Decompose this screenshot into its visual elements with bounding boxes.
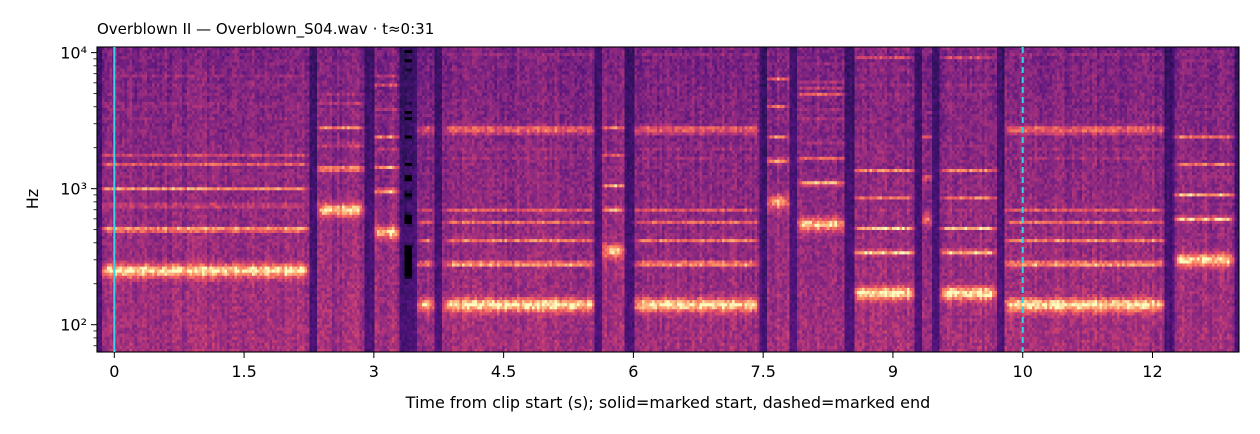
plot-frame bbox=[96, 46, 1240, 353]
x-tick-label: 0 bbox=[109, 362, 119, 381]
x-tick-label: 4.5 bbox=[491, 362, 516, 381]
y-axis-label: Hz bbox=[23, 189, 42, 209]
y-tick-label: 10² bbox=[60, 316, 87, 335]
axes: 0 1.5 3 4.5 6 7.5 9 10 12 10² 10³ 10⁴ bbox=[60, 44, 1240, 381]
x-tick-label: 12 bbox=[1142, 362, 1162, 381]
y-tick-label: 10⁴ bbox=[60, 44, 87, 63]
x-axis-label: Time from clip start (s); solid=marked s… bbox=[405, 393, 931, 412]
x-tick-label: 7.5 bbox=[750, 362, 775, 381]
x-tick-label: 6 bbox=[628, 362, 638, 381]
x-tick-label: 10 bbox=[1013, 362, 1033, 381]
x-tick-label: 3 bbox=[369, 362, 379, 381]
chart-title: Overblown II — Overblown_S04.wav · t≈0:3… bbox=[97, 20, 434, 39]
y-tick-label: 10³ bbox=[60, 180, 87, 199]
spectrogram-plot-area bbox=[97, 47, 1239, 352]
x-tick-label: 9 bbox=[888, 362, 898, 381]
x-tick-label: 1.5 bbox=[231, 362, 256, 381]
